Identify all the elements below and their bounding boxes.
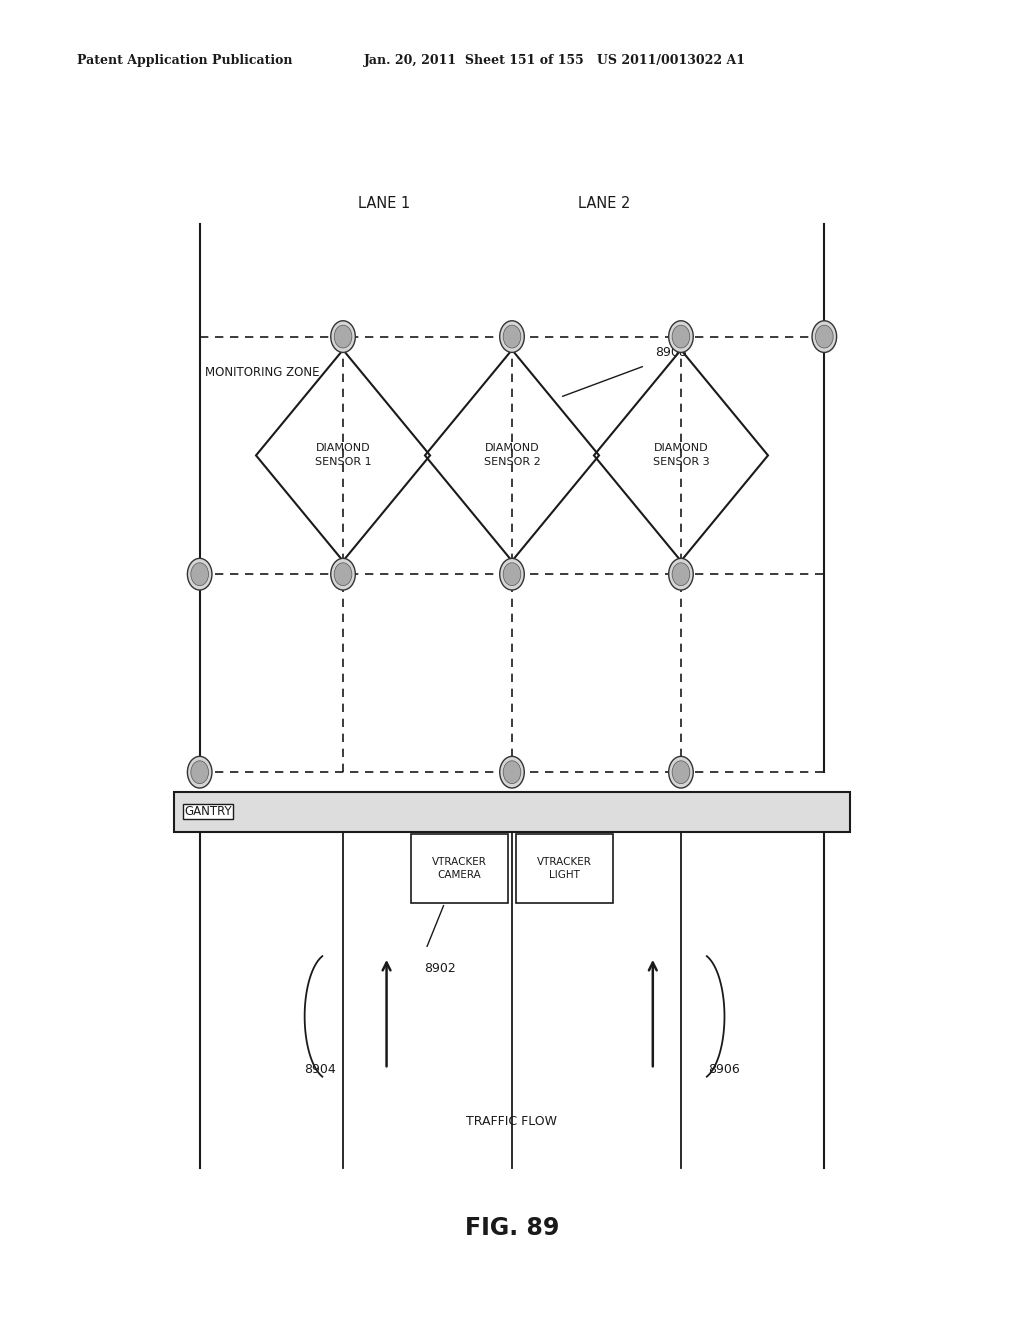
Text: 8906: 8906 xyxy=(709,1063,740,1076)
Text: VTRACKER
LIGHT: VTRACKER LIGHT xyxy=(538,858,592,879)
Circle shape xyxy=(187,756,212,788)
Circle shape xyxy=(190,562,209,586)
Circle shape xyxy=(500,756,524,788)
Circle shape xyxy=(503,325,521,348)
Text: FIG. 89: FIG. 89 xyxy=(465,1216,559,1239)
Circle shape xyxy=(503,562,521,586)
Circle shape xyxy=(672,325,690,348)
Text: DIAMOND
SENSOR 2: DIAMOND SENSOR 2 xyxy=(483,444,541,467)
Bar xyxy=(516,834,613,903)
Circle shape xyxy=(334,562,352,586)
Circle shape xyxy=(815,325,834,348)
Circle shape xyxy=(187,558,212,590)
Text: Patent Application Publication: Patent Application Publication xyxy=(77,54,292,67)
Text: Jan. 20, 2011  Sheet 151 of 155   US 2011/0013022 A1: Jan. 20, 2011 Sheet 151 of 155 US 2011/0… xyxy=(364,54,745,67)
Text: LANE 2: LANE 2 xyxy=(578,197,631,211)
Circle shape xyxy=(190,760,209,784)
Circle shape xyxy=(812,321,837,352)
Text: DIAMOND
SENSOR 1: DIAMOND SENSOR 1 xyxy=(314,444,372,467)
Text: VTRACKER
CAMERA: VTRACKER CAMERA xyxy=(432,858,486,879)
Circle shape xyxy=(331,321,355,352)
Circle shape xyxy=(669,756,693,788)
Bar xyxy=(411,834,508,903)
Circle shape xyxy=(669,321,693,352)
Circle shape xyxy=(334,325,352,348)
Circle shape xyxy=(669,558,693,590)
Circle shape xyxy=(331,558,355,590)
Text: LANE 1: LANE 1 xyxy=(357,197,411,211)
Circle shape xyxy=(500,558,524,590)
Text: MONITORING ZONE: MONITORING ZONE xyxy=(205,366,319,379)
Bar xyxy=(174,792,850,832)
Text: TRAFFIC FLOW: TRAFFIC FLOW xyxy=(467,1115,557,1129)
Text: DIAMOND
SENSOR 3: DIAMOND SENSOR 3 xyxy=(652,444,710,467)
Text: 8904: 8904 xyxy=(304,1063,336,1076)
Text: GANTRY: GANTRY xyxy=(184,805,232,818)
Text: 8902: 8902 xyxy=(424,962,456,975)
Circle shape xyxy=(503,760,521,784)
Text: 8908: 8908 xyxy=(655,346,687,359)
Circle shape xyxy=(672,562,690,586)
Circle shape xyxy=(500,321,524,352)
Circle shape xyxy=(672,760,690,784)
